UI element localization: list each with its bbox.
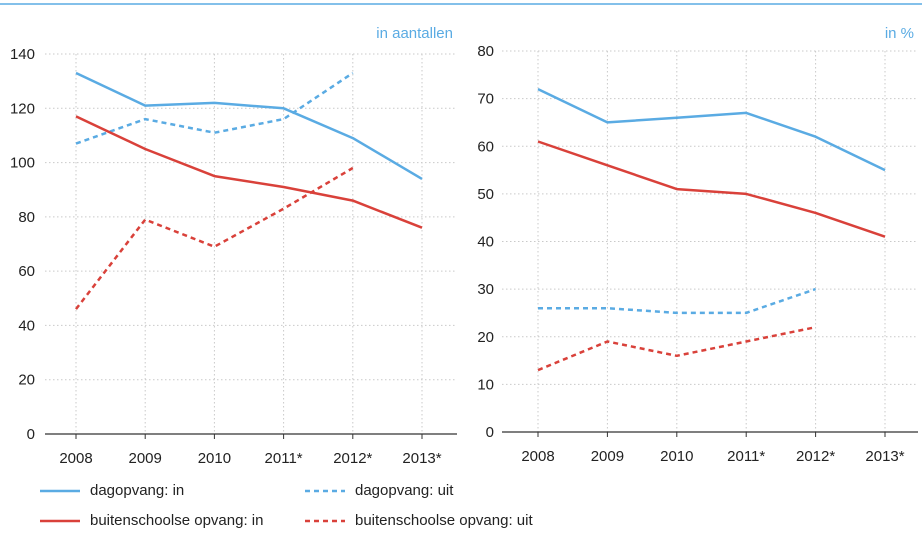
y-tick-label: 100 <box>10 155 35 172</box>
y-tick-label: 0 <box>486 424 494 441</box>
y-tick-label: 120 <box>10 100 35 117</box>
x-tick-label: 2009 <box>591 448 624 465</box>
y-tick-label: 80 <box>477 43 494 60</box>
y-tick-label: 20 <box>18 372 35 389</box>
y-tick-label: 50 <box>477 186 494 203</box>
series-line-buitenschoolse-opvang-uit <box>75 166 354 310</box>
legend-swatch <box>40 519 80 522</box>
legend-label: dagopvang: uit <box>355 482 454 499</box>
x-tick-label: 2008 <box>59 450 92 467</box>
legend-item-dagopvang-in: dagopvang: in <box>40 482 184 499</box>
x-tick-label: 2011* <box>265 450 303 467</box>
x-tick-label: 2013* <box>865 448 904 465</box>
legend: dagopvang: in dagopvang: uit buitenschoo… <box>30 482 630 532</box>
chart-title: in aantallen <box>376 25 453 42</box>
series-line-dagopvang-in <box>75 71 423 180</box>
legend-item-bso-uit: buitenschoolse opvang: uit <box>305 512 533 529</box>
x-tick-label: 2009 <box>129 450 162 467</box>
x-tick-label: 2010 <box>660 448 693 465</box>
series-line-buitenschoolse-opvang-uit <box>537 325 816 372</box>
y-tick-label: 140 <box>10 46 35 63</box>
y-tick-label: 0 <box>27 426 35 443</box>
legend-item-bso-in: buitenschoolse opvang: in <box>40 512 263 529</box>
legend-swatch <box>40 489 80 492</box>
series-line-buitenschoolse-opvang-in <box>75 115 423 229</box>
y-tick-label: 80 <box>18 209 35 226</box>
legend-label: buitenschoolse opvang: in <box>90 512 264 529</box>
y-tick-label: 40 <box>18 317 35 334</box>
y-tick-label: 20 <box>477 329 494 346</box>
x-tick-label: 2013* <box>402 450 441 467</box>
y-tick-label: 70 <box>477 91 494 108</box>
legend-swatch <box>305 519 345 522</box>
chart-title: in % <box>885 25 914 42</box>
y-tick-label: 60 <box>477 138 494 155</box>
legend-swatch <box>305 489 345 492</box>
series-line-dagopvang-uit <box>75 71 354 145</box>
x-tick-label: 2012* <box>796 448 835 465</box>
y-tick-label: 40 <box>477 234 494 251</box>
y-tick-label: 30 <box>477 281 494 298</box>
x-tick-label: 2012* <box>333 450 372 467</box>
legend-label: buitenschoolse opvang: uit <box>355 512 533 529</box>
y-tick-label: 10 <box>477 376 494 393</box>
series-line-dagopvang-uit <box>538 287 817 315</box>
legend-item-dagopvang-uit: dagopvang: uit <box>305 482 453 499</box>
legend-label: dagopvang: in <box>90 482 185 499</box>
y-tick-label: 60 <box>18 263 35 280</box>
series-line-buitenschoolse-opvang-in <box>537 140 886 238</box>
series-line-dagopvang-in <box>537 87 886 172</box>
chart-panel-1: in aantallen 0 20 40 60 80 100 120 140 2008 2009 20… <box>10 25 457 467</box>
x-tick-label: 2010 <box>198 450 231 467</box>
x-tick-label: 2011* <box>727 448 765 465</box>
chart-panel-2: in % 0 10 20 30 40 50 60 70 80 2008 2009 2010 2011* 20… <box>477 25 918 465</box>
x-tick-label: 2008 <box>521 448 554 465</box>
